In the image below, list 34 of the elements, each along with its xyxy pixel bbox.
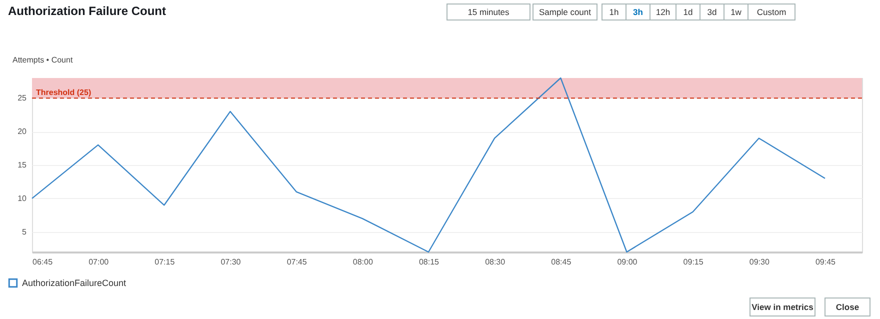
x-tick-label: 09:45 bbox=[815, 258, 836, 266]
y-tick-label: 5 bbox=[22, 227, 28, 236]
x-tick-label: 08:00 bbox=[352, 258, 374, 266]
text: View in metrics bbox=[752, 302, 814, 312]
text: Sample count bbox=[539, 7, 592, 17]
text: Custom bbox=[756, 7, 786, 17]
x-tick-label: 08:30 bbox=[485, 258, 506, 266]
x-tick-label: 08:15 bbox=[418, 258, 440, 266]
x-tick-label: 09:15 bbox=[683, 258, 704, 266]
x-tick-label: 07:00 bbox=[88, 258, 110, 266]
y-tick-label: 10 bbox=[18, 194, 28, 203]
text: 3h bbox=[633, 7, 643, 17]
x-tick-label: 06:45 bbox=[32, 258, 54, 266]
x-tick-label: 07:15 bbox=[154, 258, 176, 266]
x-tick-label: 07:30 bbox=[220, 258, 242, 266]
x-tick-label: 09:00 bbox=[617, 258, 638, 266]
line-series bbox=[31, 77, 826, 253]
y-tick-label: 20 bbox=[18, 127, 28, 136]
x-tick-label: 08:45 bbox=[551, 258, 572, 266]
text: Close bbox=[836, 302, 860, 312]
y-tick-label: 15 bbox=[18, 160, 28, 170]
y-tick-label: 25 bbox=[18, 94, 28, 103]
text: 1w bbox=[730, 7, 742, 17]
text: 1h bbox=[609, 7, 619, 17]
ref-line-label: Threshold (25) bbox=[36, 88, 92, 98]
y-axis-title: Attempts • Count bbox=[12, 56, 74, 64]
x-tick-label: 09:30 bbox=[749, 258, 770, 266]
text: 12h bbox=[656, 7, 670, 17]
text: 15 minutes bbox=[468, 7, 510, 17]
x-tick-label: 07:45 bbox=[286, 258, 308, 266]
text: 3d bbox=[707, 7, 717, 17]
legend-label: AuthorizationFailureCount bbox=[22, 278, 127, 288]
chart-title: Authorization Failure Count bbox=[8, 4, 166, 18]
text: 1d bbox=[683, 7, 693, 17]
